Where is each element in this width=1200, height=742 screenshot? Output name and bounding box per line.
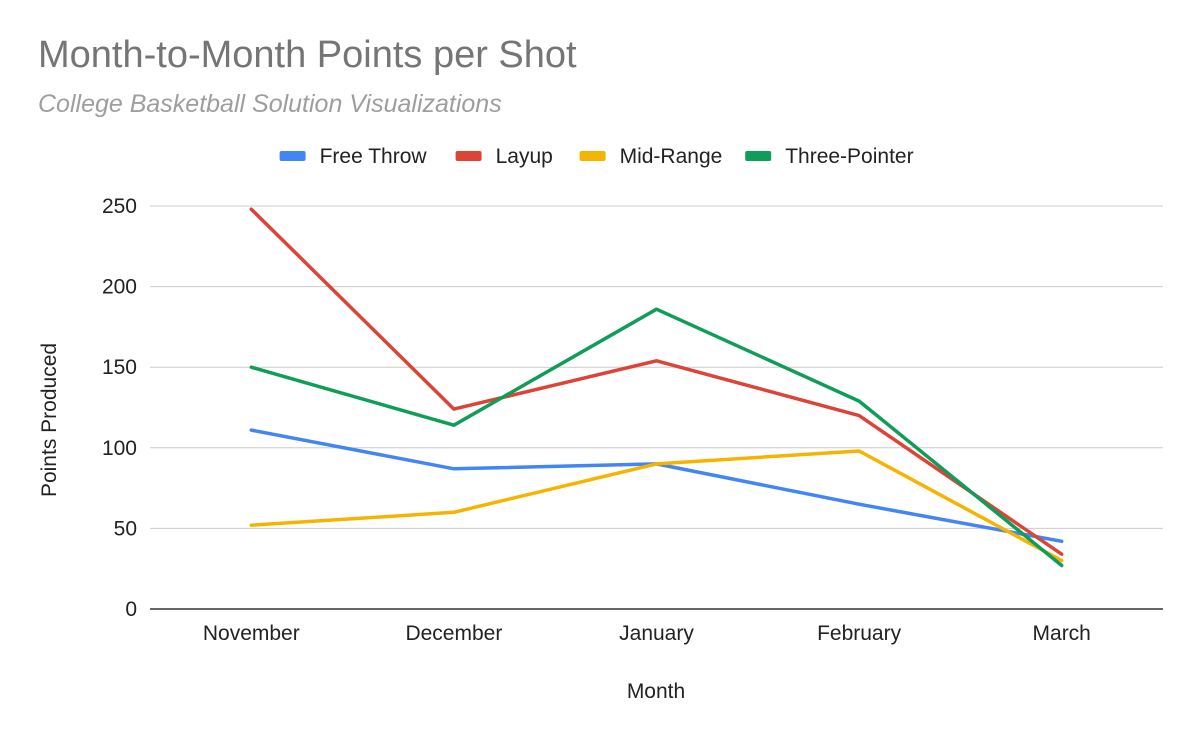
legend-label: Mid-Range bbox=[620, 145, 723, 168]
legend-item-free-throw: Free Throw bbox=[279, 145, 428, 168]
x-tick-label: March bbox=[1033, 622, 1091, 645]
legend-swatch bbox=[745, 151, 772, 161]
legend-item-three-pointer: Three-Pointer bbox=[745, 145, 914, 168]
y-axis-label: Points Produced bbox=[38, 343, 61, 497]
gridlines bbox=[150, 205, 1163, 610]
x-tick-label: November bbox=[203, 622, 300, 645]
series-line-free-throw bbox=[249, 428, 1064, 544]
legend-label: Three-Pointer bbox=[785, 145, 913, 168]
legend: Free Throw Layup Mid-Range Three-Pointer bbox=[279, 145, 914, 168]
y-tick-label: 50 bbox=[114, 517, 137, 540]
legend-swatch bbox=[579, 151, 606, 161]
y-axis-ticks: 0 50 100 150 200 250 bbox=[102, 195, 137, 621]
legend-item-mid-range: Mid-Range bbox=[579, 145, 723, 168]
y-tick-label: 100 bbox=[102, 437, 137, 460]
y-tick-label: 200 bbox=[102, 276, 137, 299]
series-line-three-pointer bbox=[249, 307, 1064, 568]
series-line-mid-range bbox=[249, 449, 1064, 563]
legend-label: Layup bbox=[496, 145, 553, 168]
series-line-layup bbox=[249, 207, 1064, 556]
x-tick-label: January bbox=[619, 622, 694, 645]
series-lines bbox=[249, 207, 1064, 568]
y-tick-label: 150 bbox=[102, 356, 137, 379]
x-tick-label: February bbox=[817, 622, 902, 645]
x-axis-ticks: November December January February March bbox=[203, 622, 1091, 645]
legend-swatch bbox=[455, 151, 482, 161]
x-axis-label: Month bbox=[627, 680, 685, 703]
chart-subtitle: College Basketball Solution Visualizatio… bbox=[38, 90, 502, 118]
legend-label: Free Throw bbox=[320, 145, 428, 168]
legend-item-layup: Layup bbox=[455, 145, 553, 168]
legend-swatch bbox=[279, 151, 306, 161]
x-tick-label: December bbox=[405, 622, 502, 645]
chart-title: Month-to-Month Points per Shot bbox=[38, 34, 577, 76]
y-tick-label: 0 bbox=[125, 598, 137, 621]
y-tick-label: 250 bbox=[102, 195, 137, 218]
